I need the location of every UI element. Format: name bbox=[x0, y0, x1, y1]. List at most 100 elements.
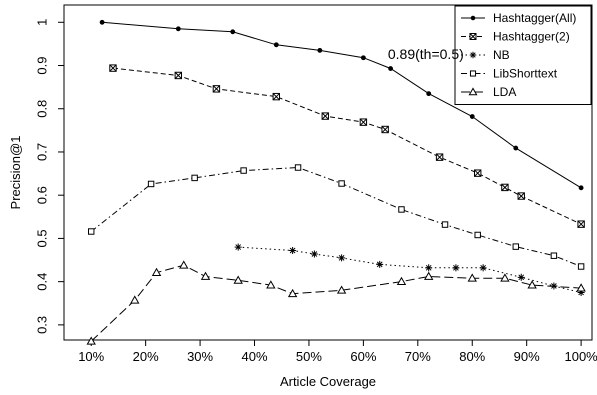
y-tick-label: 0.6 bbox=[34, 186, 49, 204]
data-point bbox=[321, 112, 329, 120]
annotation-threshold: 0.89(th=0.5) bbox=[388, 46, 464, 62]
data-point bbox=[474, 231, 481, 239]
y-tick-label: 0.7 bbox=[34, 143, 49, 161]
legend-box bbox=[454, 5, 592, 105]
data-point bbox=[130, 295, 140, 304]
legend-entry: Hashtagger(2) bbox=[461, 30, 570, 44]
data-point bbox=[266, 280, 276, 289]
data-point bbox=[212, 85, 221, 93]
legend-label: LDA bbox=[493, 85, 516, 99]
legend-entry: Hashtagger(All) bbox=[461, 11, 576, 25]
x-tick-label: 40% bbox=[241, 349, 267, 364]
y-tick-label: 1 bbox=[34, 19, 49, 26]
data-point bbox=[381, 125, 389, 134]
data-point bbox=[151, 267, 162, 276]
legend-label: NB bbox=[493, 48, 510, 62]
legend-entry: NB bbox=[461, 48, 510, 62]
data-point bbox=[435, 153, 444, 161]
data-point bbox=[191, 174, 198, 182]
plot-area bbox=[63, 4, 593, 341]
data-point bbox=[576, 283, 586, 292]
data-point bbox=[396, 276, 407, 286]
data-point bbox=[234, 243, 242, 251]
data-point bbox=[479, 264, 487, 272]
data-point bbox=[578, 185, 584, 191]
data-point bbox=[517, 273, 525, 281]
data-point bbox=[441, 221, 449, 228]
data-point bbox=[550, 252, 558, 259]
plot-frame bbox=[63, 4, 593, 341]
y-tick-label: 0.3 bbox=[34, 316, 49, 334]
data-point bbox=[467, 273, 477, 282]
data-point bbox=[577, 263, 585, 270]
y-tick-label: 0.5 bbox=[34, 229, 49, 247]
axes: 10% 20% 30% 40% 50% 60% 70% 80% 90% 100% 0.3 0.4 0.5… bbox=[34, 19, 597, 364]
data-point bbox=[86, 336, 96, 345]
data-point bbox=[469, 114, 475, 119]
y-tick-label: 0.8 bbox=[34, 100, 49, 118]
data-point bbox=[233, 275, 243, 284]
data-point bbox=[338, 180, 345, 187]
data-point bbox=[512, 243, 520, 250]
series-hashtagger-all bbox=[99, 19, 584, 191]
data-point bbox=[179, 260, 189, 269]
legend-entry: LDA bbox=[461, 85, 516, 99]
data-point bbox=[87, 228, 95, 235]
series-hashtagger-2 bbox=[109, 64, 585, 228]
data-point bbox=[317, 47, 323, 53]
data-point bbox=[336, 285, 347, 294]
data-point bbox=[423, 271, 434, 280]
legend-label: Hashtagger(2) bbox=[493, 30, 570, 44]
data-point bbox=[360, 55, 366, 61]
data-point bbox=[174, 71, 183, 80]
series-nb bbox=[234, 243, 585, 296]
data-point bbox=[513, 145, 519, 151]
data-point bbox=[109, 64, 117, 72]
series-lda bbox=[86, 260, 586, 345]
data-point bbox=[473, 169, 482, 177]
data-point bbox=[294, 164, 302, 171]
data-point bbox=[310, 250, 318, 258]
series-line bbox=[90, 264, 582, 342]
legend-entry: LibShorttext bbox=[461, 67, 558, 81]
legend-label: LibShorttext bbox=[493, 67, 558, 81]
x-tick-label: 100% bbox=[564, 349, 597, 364]
data-point bbox=[230, 29, 236, 35]
x-tick-label: 60% bbox=[350, 349, 376, 364]
data-point bbox=[359, 118, 368, 126]
legend-label: Hashtagger(All) bbox=[493, 11, 576, 25]
data-point bbox=[376, 260, 384, 268]
y-axis-label: Precision@1 bbox=[8, 136, 23, 210]
data-point bbox=[527, 280, 537, 289]
series-group bbox=[86, 19, 586, 345]
series-libshorttext bbox=[87, 164, 585, 270]
data-point bbox=[272, 92, 280, 101]
data-point bbox=[577, 288, 585, 296]
data-point bbox=[99, 19, 105, 25]
x-tick-label: 90% bbox=[514, 349, 540, 364]
data-point bbox=[287, 288, 298, 298]
x-axis-label: Article Coverage bbox=[280, 374, 376, 389]
y-tick-label: 0.4 bbox=[34, 273, 49, 291]
data-point bbox=[425, 264, 433, 272]
data-point bbox=[289, 247, 297, 255]
data-point bbox=[452, 264, 460, 272]
x-tick-label: 30% bbox=[187, 349, 213, 364]
data-point bbox=[426, 91, 432, 97]
data-point bbox=[517, 192, 525, 200]
data-point bbox=[175, 26, 181, 32]
data-point bbox=[501, 183, 509, 192]
x-tick-label: 10% bbox=[78, 349, 104, 364]
data-point bbox=[577, 220, 585, 228]
y-tick-label: 0.9 bbox=[34, 56, 49, 74]
x-tick-label: 70% bbox=[405, 349, 431, 364]
legend: Hashtagger(All) Hashtagger(2) NB LibShortte… bbox=[454, 5, 592, 105]
data-point bbox=[200, 271, 211, 280]
data-point bbox=[338, 254, 346, 262]
data-point bbox=[388, 66, 394, 71]
data-point bbox=[500, 273, 510, 282]
series-line bbox=[90, 166, 582, 267]
data-point bbox=[240, 167, 247, 174]
x-tick-label: 50% bbox=[296, 349, 322, 364]
